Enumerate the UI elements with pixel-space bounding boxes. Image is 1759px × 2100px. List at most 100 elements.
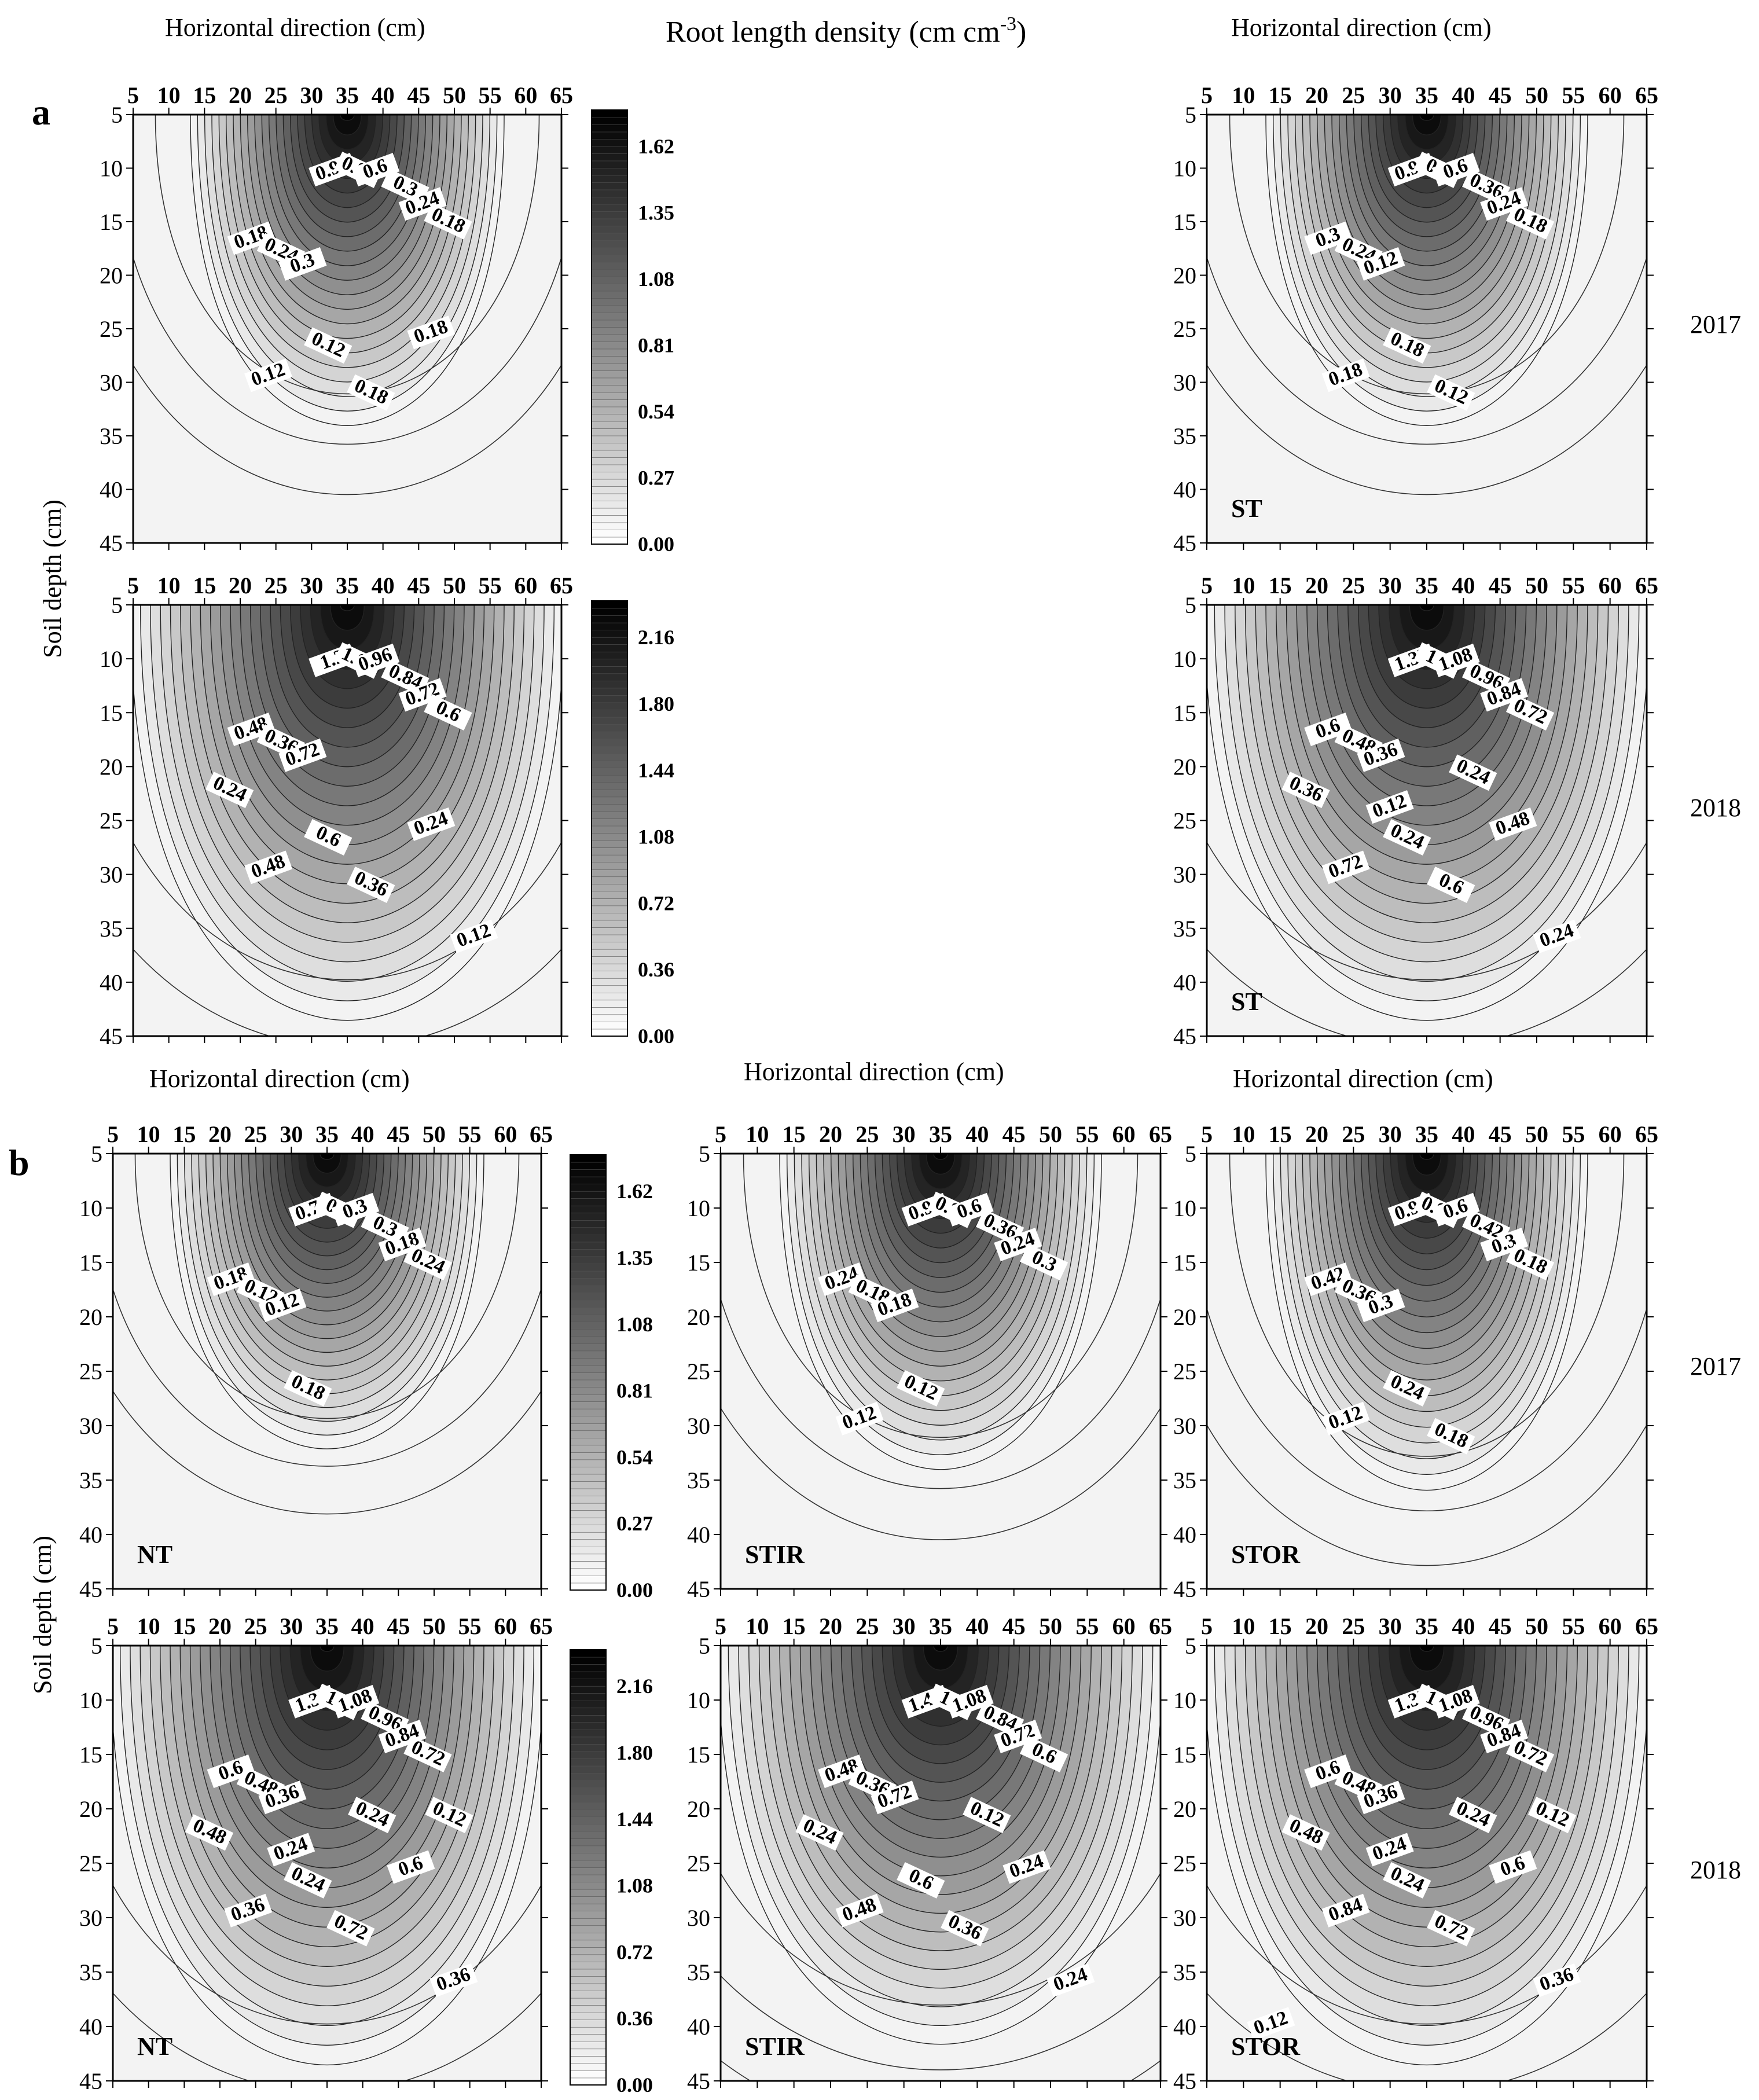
x-tick-label: 60 xyxy=(514,572,537,599)
colorbar-step xyxy=(570,1874,607,1882)
colorbar-step xyxy=(570,1249,607,1257)
colorbar-tick-label: 0.00 xyxy=(638,1025,674,1048)
contour-level xyxy=(340,605,355,611)
y-tick-label: 30 xyxy=(79,1905,102,1931)
colorbar-tick-label: 0.36 xyxy=(638,958,674,981)
colorbar-step xyxy=(591,803,628,812)
x-tick-label: 10 xyxy=(137,1121,160,1147)
y-tick-label: 15 xyxy=(1173,700,1196,726)
y-tick-label: 10 xyxy=(1173,1195,1196,1221)
x-tick-label: 5 xyxy=(107,1613,119,1639)
y-tick-label: 35 xyxy=(1173,1959,1196,1985)
colorbar-step xyxy=(591,515,628,523)
x-tick-label: 65 xyxy=(1149,1121,1172,1147)
colorbar-step xyxy=(570,1445,607,1453)
y-tick-label: 10 xyxy=(100,156,123,182)
x-tick-label: 5 xyxy=(127,82,139,108)
contour-level xyxy=(923,1646,959,1671)
y-tick-label: 15 xyxy=(1173,1250,1196,1276)
x-tick-label: 35 xyxy=(315,1613,339,1639)
colorbar-step xyxy=(570,1154,607,1163)
x-tick-label: 55 xyxy=(1562,572,1585,599)
y-tick-label: 35 xyxy=(100,423,123,449)
colorbar-step xyxy=(591,225,628,234)
x-tick-label: 30 xyxy=(893,1121,916,1147)
x-tick-label: 45 xyxy=(1002,1613,1026,1639)
contour-line xyxy=(1207,1306,1647,1512)
colorbar-tick-label: 1.44 xyxy=(616,1808,653,1831)
y-tick-label: 35 xyxy=(100,916,123,942)
colorbar-step xyxy=(591,124,628,133)
colorbar-step xyxy=(570,1408,607,1417)
x-tick-label: 5 xyxy=(107,1121,119,1147)
y-tick-label: 5 xyxy=(1185,592,1196,618)
colorbar-step xyxy=(570,1983,607,1991)
colorbar-step xyxy=(591,738,628,747)
contour-line xyxy=(113,1390,541,1515)
x-tick-label: 35 xyxy=(929,1121,952,1147)
colorbar-step xyxy=(570,1932,607,1941)
contour-label: 0.12 xyxy=(1365,790,1414,824)
x-tick-label: 35 xyxy=(1415,82,1438,108)
x-tick-label: 40 xyxy=(1452,82,1475,108)
colorbar-step xyxy=(591,956,628,964)
contour-level xyxy=(1409,605,1445,631)
contour-label: 0.24 xyxy=(1449,1797,1497,1834)
x-tick-label: 15 xyxy=(1269,572,1292,599)
colorbar-step xyxy=(591,355,628,364)
x-tick-label: 10 xyxy=(1232,1613,1255,1639)
colorbar-step xyxy=(591,262,628,270)
x-tick-label: 10 xyxy=(1232,1121,1255,1147)
colorbar-step xyxy=(570,1474,607,1482)
y-tick-label: 25 xyxy=(1173,316,1196,342)
x-tick-label: 35 xyxy=(315,1121,339,1147)
colorbar-step xyxy=(570,1365,607,1373)
x-tick-label: 15 xyxy=(1269,82,1292,108)
colorbar-step xyxy=(570,1242,607,1250)
y-tick-label: 20 xyxy=(100,263,123,289)
colorbar-step xyxy=(570,1940,607,1948)
colorbar-step xyxy=(570,1568,607,1576)
contour-line xyxy=(1207,841,1647,981)
colorbar-step xyxy=(591,782,628,790)
x-tick-label: 50 xyxy=(1039,1121,1062,1147)
colorbar-step xyxy=(570,1314,607,1323)
y-tick-label: 10 xyxy=(79,1687,102,1713)
contour-level xyxy=(310,1646,344,1672)
x-tick-label: 20 xyxy=(1305,82,1328,108)
colorbar-step xyxy=(570,1379,607,1387)
colorbar-step xyxy=(591,457,628,465)
colorbar-step xyxy=(570,1183,607,1192)
y-tick-label: 45 xyxy=(79,2068,102,2094)
y-tick-label: 20 xyxy=(79,1304,102,1330)
colorbar-step xyxy=(570,2004,607,2013)
colorbar-step xyxy=(591,927,628,935)
y-tick-label: 5 xyxy=(1185,102,1196,128)
colorbar-step xyxy=(591,905,628,913)
y-tick-label: 5 xyxy=(111,592,123,618)
y-tick-label: 5 xyxy=(91,1633,102,1659)
colorbar-tick-label: 1.44 xyxy=(638,759,674,782)
colorbar-step xyxy=(570,1357,607,1366)
x-tick-label: 50 xyxy=(423,1613,446,1639)
y-tick-label: 40 xyxy=(687,2014,710,2040)
contour-label: 0.18 xyxy=(871,1288,919,1323)
y-tick-label: 25 xyxy=(79,1359,102,1385)
y-tick-label: 15 xyxy=(687,1742,710,1768)
colorbar-step xyxy=(591,153,628,161)
colorbar-step xyxy=(591,854,628,862)
colorbar-step xyxy=(591,471,628,480)
colorbar-step xyxy=(570,1751,607,1759)
y-tick-label: 20 xyxy=(1173,1304,1196,1330)
colorbar-step xyxy=(591,861,628,870)
colorbar-step xyxy=(591,493,628,501)
colorbar-step xyxy=(591,615,628,623)
x-tick-label: 50 xyxy=(443,82,466,108)
colorbar-tick-label: 1.08 xyxy=(616,1874,653,1897)
x-tick-label: 65 xyxy=(1635,572,1658,599)
colorbar-step xyxy=(570,1554,607,1562)
y-tick-label: 5 xyxy=(699,1141,710,1167)
x-tick-label: 65 xyxy=(550,82,573,108)
x-tick-label: 25 xyxy=(1342,1613,1365,1639)
